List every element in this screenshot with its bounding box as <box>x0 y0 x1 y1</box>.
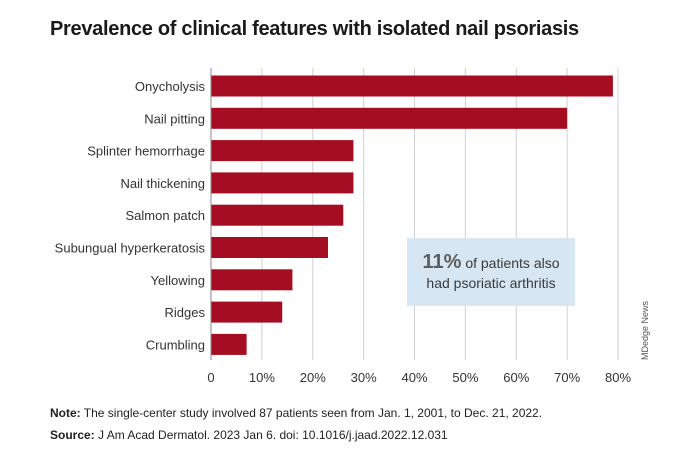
category-label: Splinter hemorrhage <box>87 144 205 159</box>
chart-title: Prevalence of clinical features with iso… <box>50 18 579 40</box>
category-label: Crumbling <box>146 337 205 352</box>
watermark: MDedge News <box>640 300 650 360</box>
bar <box>211 333 247 355</box>
category-label: Ridges <box>165 305 206 320</box>
category-label: Yellowing <box>151 273 205 288</box>
callout-box: 11% of patients also had psoriatic arthr… <box>407 238 575 306</box>
x-tick-label: 60% <box>503 370 529 385</box>
bar <box>211 204 344 226</box>
note-line: Note: The single-center study involved 8… <box>50 402 542 424</box>
x-tick-label: 70% <box>554 370 580 385</box>
category-label: Subungual hyperkeratosis <box>55 241 206 256</box>
bar <box>211 301 283 323</box>
x-tick-label: 80% <box>605 370 631 385</box>
bar <box>211 140 354 162</box>
source-line: Source: J Am Acad Dermatol. 2023 Jan 6. … <box>50 424 542 446</box>
callout-line2: had psoriatic arthritis <box>426 274 556 291</box>
x-tick-label: 30% <box>351 370 377 385</box>
bar <box>211 237 329 258</box>
category-label: Salmon patch <box>126 208 206 223</box>
bar <box>211 75 613 97</box>
x-tick-label: 20% <box>300 370 326 385</box>
source-label: Source: <box>50 428 95 442</box>
callout-line1: 11% of patients also <box>423 252 560 273</box>
bar-chart: Onycholysis Nail pitting Splinter hemorrha… <box>55 68 631 385</box>
source-text: J Am Acad Dermatol. 2023 Jan 6. doi: 10.… <box>94 428 448 442</box>
x-tick-label: 40% <box>401 370 427 385</box>
callout-highlight: 11% <box>422 250 462 273</box>
bar <box>211 269 293 291</box>
x-tick-label: 10% <box>249 370 275 385</box>
note-label: Note: <box>50 406 81 420</box>
category-label: Nail pitting <box>144 111 205 126</box>
x-tick-label: 0 <box>207 370 214 385</box>
bar <box>211 172 354 194</box>
callout-line1-text: of patients also <box>461 254 560 271</box>
category-label: Onycholysis <box>135 79 206 94</box>
bar <box>211 107 568 129</box>
x-tick-label: 50% <box>452 370 478 385</box>
footnotes: Note: The single-center study involved 8… <box>50 402 542 446</box>
note-text: The single-center study involved 87 pati… <box>80 406 543 420</box>
category-label: Nail thickening <box>120 176 205 191</box>
